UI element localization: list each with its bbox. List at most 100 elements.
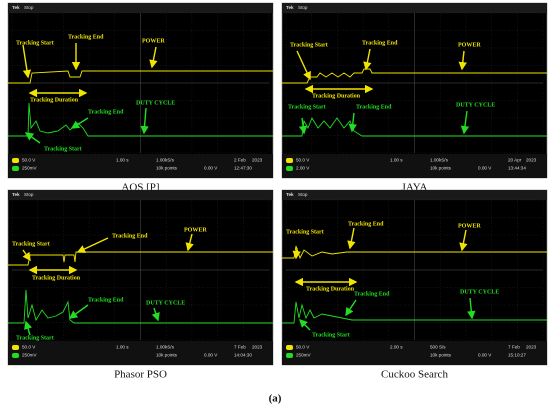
ch2-badge	[12, 166, 19, 171]
ch1-badge	[12, 345, 19, 350]
annotation-label: Tracking Duration	[312, 93, 361, 99]
scope-header	[282, 3, 547, 13]
scope-state: Stop	[24, 192, 34, 197]
annotation-label: DUTY CYCLE	[136, 100, 175, 106]
annotation-label: POWER	[184, 227, 207, 233]
annotation-label: POWER	[458, 223, 481, 229]
annotation-arrow	[151, 307, 160, 322]
annotation-arrow	[76, 237, 109, 253]
status-timebase: 1.00 s	[116, 345, 129, 350]
ch2-badge	[12, 353, 19, 358]
status-timebase: 1.00 s	[116, 158, 129, 163]
annotation-label: Tracking End	[354, 291, 390, 297]
status-points: 10k points	[156, 353, 178, 358]
scope-brand: Tek	[12, 5, 20, 10]
annotation-label: Tracking Duration	[306, 286, 355, 292]
annotation-arrow	[185, 233, 194, 252]
status-trigger: 0.00 V	[204, 166, 218, 171]
annotation-arrow	[149, 46, 158, 69]
annotation-arrow	[363, 48, 372, 71]
scope-header	[8, 190, 273, 200]
status-rate: 1.00kS/s	[156, 345, 175, 350]
status-trigger: 0.00 V	[478, 166, 492, 171]
duty-trace	[282, 301, 547, 324]
status-rate: 500 S/s	[430, 345, 446, 350]
panel-caption: Cuckoo Search	[381, 369, 448, 381]
status-ch1: 50.0 V	[22, 158, 36, 163]
figure-label: (a)	[269, 393, 282, 405]
status-time: 14:04:30	[234, 353, 252, 358]
status-bar	[8, 154, 273, 178]
status-rate: 1.00kS/s	[430, 158, 449, 163]
ch2-badge	[286, 353, 293, 358]
status-date: 7 Feb	[234, 345, 246, 350]
annotation-label: Tracking Start	[312, 332, 350, 338]
annotation-arrow	[68, 304, 89, 319]
status-points: 10k points	[430, 166, 452, 171]
status-time: 13:44:34	[508, 166, 526, 171]
annotation-label: Tracking Start	[288, 104, 326, 110]
status-time: 12:47:30	[234, 166, 252, 171]
annotation-arrow	[460, 110, 470, 135]
scope-header	[8, 3, 273, 13]
annotation-label: DUTY CYCLE	[460, 289, 499, 295]
status-points: 10k points	[156, 166, 178, 171]
annotation-label: Tracking End	[88, 297, 124, 303]
status-bar	[282, 154, 547, 178]
scope-state: Stop	[298, 192, 308, 197]
status-time: 15:10:27	[508, 353, 526, 358]
status-rate: 1.00kS/s	[156, 158, 175, 163]
status-date: 20 Apr	[508, 158, 522, 163]
annotation-arrow	[347, 227, 356, 250]
annotation-arrow	[22, 249, 31, 262]
ch2-badge	[286, 166, 293, 171]
annotation-label: Tracking End	[88, 109, 124, 115]
annotation-label: Tracking Start	[286, 229, 324, 235]
status-year: 2023	[252, 345, 263, 350]
scope-brand: Tek	[286, 5, 294, 10]
annotation-label: Tracking Start	[12, 241, 50, 247]
status-year: 2023	[526, 345, 537, 350]
status-ch2: 250mV	[22, 353, 37, 358]
status-date: 2 Feb	[234, 158, 246, 163]
power-trace	[8, 70, 273, 84]
annotation-label: DUTY CYCLE	[146, 300, 185, 306]
annotation-arrow	[467, 297, 476, 320]
annotation-label: Tracking End	[356, 104, 392, 110]
annotation-arrow	[22, 44, 32, 79]
annotation-arrow	[140, 107, 149, 135]
annotation-arrow	[458, 50, 467, 71]
annotation-label: Tracking End	[68, 34, 104, 40]
annotation-arrow	[24, 320, 33, 336]
annotation-arrow	[299, 319, 311, 331]
annotation-label: Tracking Start	[290, 42, 328, 48]
annotation-arrow	[345, 299, 357, 317]
status-bar	[282, 341, 547, 365]
annotation-arrow	[292, 247, 301, 260]
annotation-label: Tracking Duration	[30, 97, 79, 103]
scope-panel: Tek Stop Tracking Start Tracking End POWER Tr…	[281, 189, 548, 366]
annotation-label: Tracking Start	[44, 146, 82, 152]
annotation-label: Tracking End	[112, 233, 148, 239]
annotation-label: POWER	[458, 42, 481, 48]
status-ch1: 50.0 V	[296, 158, 310, 163]
annotation-arrow	[298, 117, 308, 135]
scope-state: Stop	[24, 5, 34, 10]
scope-brand: Tek	[12, 192, 20, 197]
status-timebase: 1.00 s	[390, 158, 403, 163]
status-date: 7 Feb	[508, 345, 520, 350]
status-ch1: 50.0 V	[296, 345, 310, 350]
annotation-arrow	[24, 132, 41, 144]
status-trigger: 0.00 V	[204, 353, 218, 358]
status-timebase: 2.00 s	[390, 345, 403, 350]
scope-panel: Tek Stop Tracking Start Tracking End POWER Tr…	[7, 2, 274, 179]
annotation-arrow	[459, 229, 468, 252]
annotation-label: Tracking End	[348, 221, 384, 227]
annotation-label: POWER	[142, 38, 165, 44]
annotation-label: Tracking Start	[16, 40, 54, 46]
annotation-label: Tracking End	[362, 40, 398, 46]
scope-header	[282, 190, 547, 200]
scope-panel: Tek Stop Tracking Start Tracking End POWER Tr…	[7, 189, 274, 366]
